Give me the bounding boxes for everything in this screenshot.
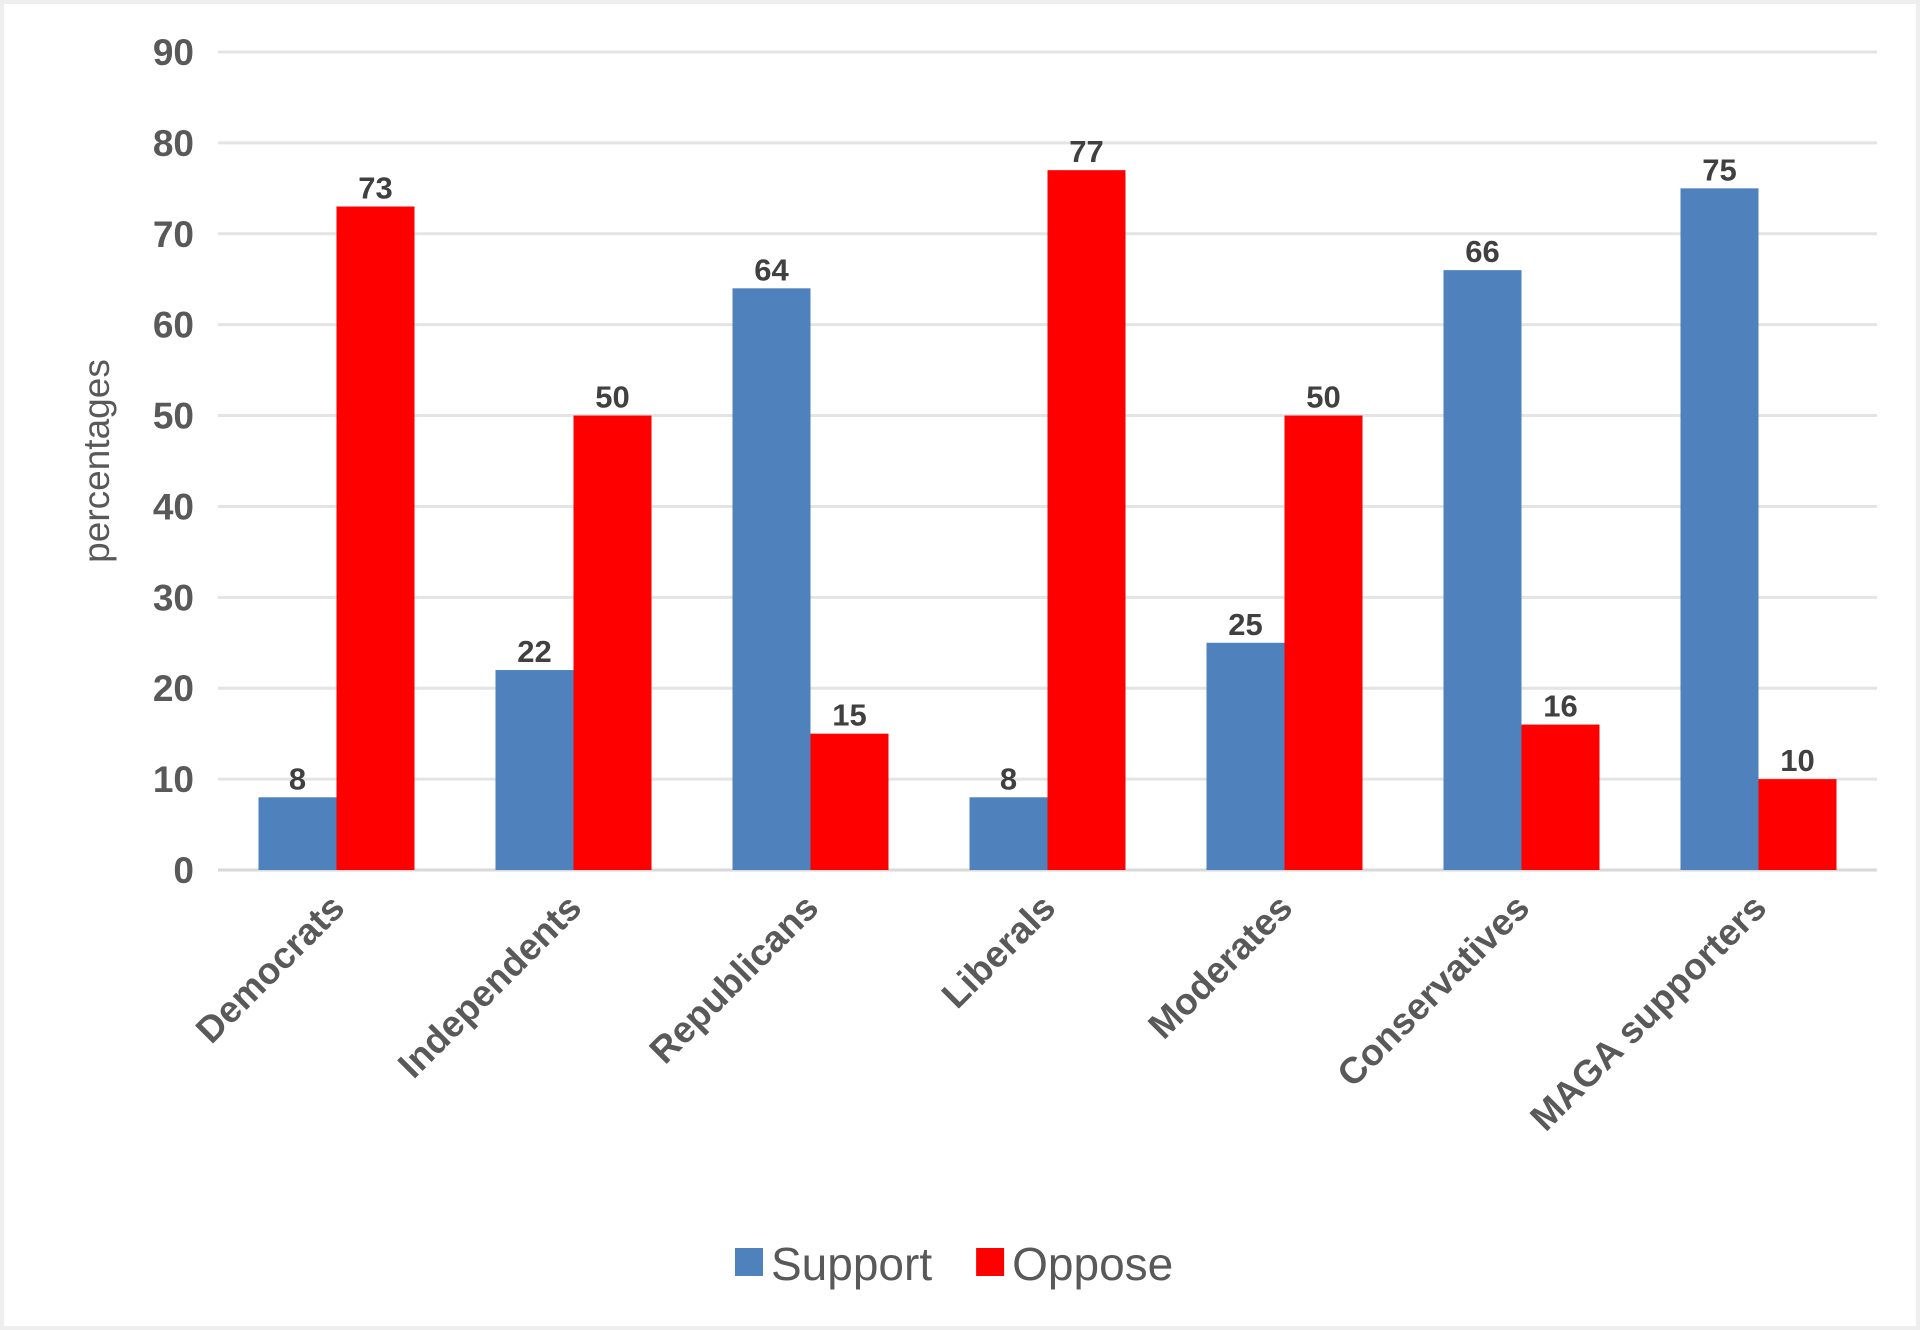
x-tick-label: Conservatives — [1329, 887, 1537, 1095]
x-tick-label: Liberals — [934, 887, 1063, 1016]
bar-support — [732, 288, 811, 870]
data-label: 50 — [1306, 380, 1340, 415]
y-tick-label: 10 — [153, 759, 194, 800]
legend: Support Oppose — [735, 1238, 1173, 1290]
data-label: 8 — [289, 761, 306, 796]
bar-oppose — [1521, 724, 1600, 870]
y-tick-label: 90 — [153, 32, 194, 73]
bar-support — [969, 797, 1048, 870]
bar-oppose — [1758, 779, 1837, 870]
bar-oppose — [573, 415, 652, 870]
bar-support — [1206, 642, 1285, 870]
x-axis-ticks: Democrats Independents Republicans Liberals… — [188, 887, 1774, 1139]
data-label: 16 — [1543, 689, 1577, 724]
bar-support — [258, 797, 337, 870]
data-label: 73 — [358, 171, 392, 206]
x-tick-label: Republicans — [642, 887, 827, 1072]
data-label: 25 — [1228, 607, 1262, 642]
x-tick-label: Independents — [390, 887, 589, 1086]
data-label: 8 — [1000, 761, 1017, 796]
bar-chart: 0 10 20 30 40 50 60 70 80 90 percentages 8 73 22 50 6… — [76, 32, 1877, 1290]
data-label: 66 — [1465, 234, 1499, 269]
bars: 8 73 22 50 64 15 8 77 25 50 66 16 75 10 — [258, 134, 1837, 871]
y-tick-label: 40 — [153, 486, 194, 527]
y-tick-label: 20 — [153, 668, 194, 709]
x-tick-label: Democrats — [188, 887, 352, 1051]
bar-oppose — [810, 733, 889, 870]
data-label: 75 — [1702, 152, 1736, 187]
bar-support — [495, 670, 574, 870]
bar-oppose — [1047, 170, 1126, 871]
data-label: 64 — [754, 252, 789, 287]
data-label: 77 — [1069, 134, 1103, 169]
legend-label-support: Support — [771, 1238, 932, 1290]
data-label: 22 — [517, 634, 551, 669]
bar-oppose — [336, 206, 415, 870]
y-tick-label: 30 — [153, 577, 194, 618]
y-tick-label: 0 — [173, 850, 194, 891]
bar-oppose — [1284, 415, 1363, 870]
y-tick-label: 60 — [153, 305, 194, 346]
y-tick-label: 70 — [153, 214, 194, 255]
data-label: 10 — [1780, 743, 1814, 778]
y-axis-ticks: 0 10 20 30 40 50 60 70 80 90 — [153, 32, 194, 891]
bar-support — [1443, 270, 1522, 871]
y-tick-label: 50 — [153, 396, 194, 437]
data-label: 50 — [595, 380, 629, 415]
x-tick-label: MAGA supporters — [1522, 887, 1774, 1139]
legend-swatch-support — [735, 1248, 763, 1276]
bar-support — [1680, 188, 1759, 871]
data-label: 15 — [832, 698, 866, 733]
x-tick-label: Moderates — [1140, 887, 1300, 1047]
y-tick-label: 80 — [153, 123, 194, 164]
legend-label-oppose: Oppose — [1012, 1238, 1173, 1290]
y-axis-label: percentages — [76, 359, 117, 563]
legend-swatch-oppose — [976, 1248, 1005, 1276]
